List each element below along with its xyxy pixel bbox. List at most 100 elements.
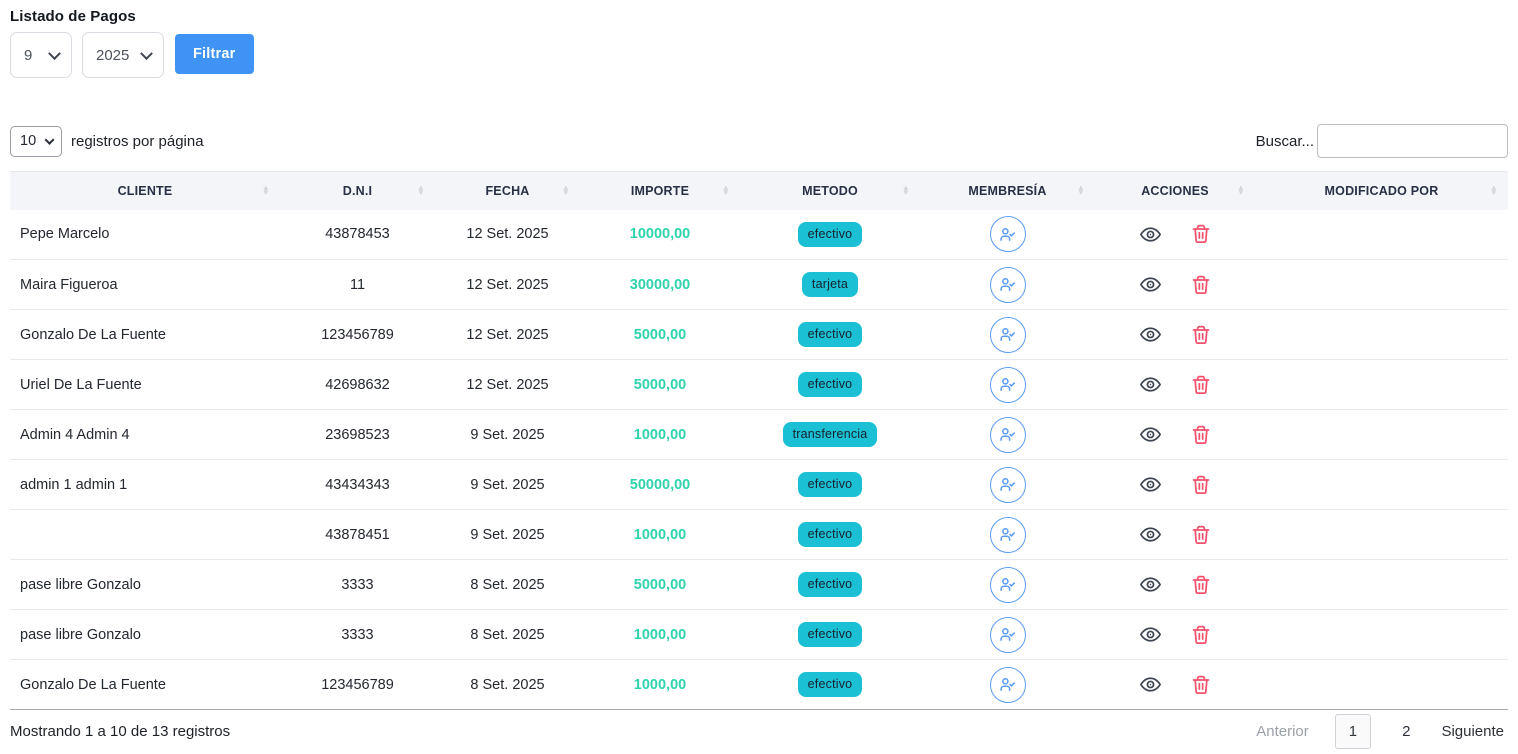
pagination-next[interactable]: Siguiente bbox=[1441, 723, 1504, 740]
table-row: Gonzalo De La Fuente 123456789 12 Set. 2… bbox=[10, 309, 1508, 360]
membership-button[interactable] bbox=[989, 616, 1026, 653]
cell-membresia bbox=[920, 309, 1095, 360]
column-header-label: MODIFICADO POR bbox=[1324, 183, 1439, 198]
cell-cliente bbox=[10, 509, 280, 560]
pagination-previous[interactable]: Anterior bbox=[1256, 723, 1309, 740]
view-button[interactable] bbox=[1139, 573, 1162, 596]
cell-dni: 23698523 bbox=[280, 409, 435, 460]
view-button[interactable] bbox=[1139, 423, 1162, 446]
page-size-group: 10 registros por página bbox=[10, 125, 204, 157]
view-button[interactable] bbox=[1139, 223, 1162, 246]
cell-acciones bbox=[1095, 509, 1255, 560]
trash-icon bbox=[1192, 425, 1209, 444]
pagination-page-1[interactable]: 1 bbox=[1334, 713, 1372, 749]
delete-button[interactable] bbox=[1191, 575, 1211, 595]
user-check-icon bbox=[1000, 227, 1016, 241]
sort-icon[interactable]: ▲ ▼ bbox=[416, 182, 425, 197]
cell-importe: 5000,00 bbox=[580, 559, 740, 610]
column-header-acciones[interactable]: ACCIONES ▲ ▼ bbox=[1095, 172, 1255, 210]
user-check-icon bbox=[1000, 327, 1016, 341]
membership-button[interactable] bbox=[989, 266, 1026, 303]
delete-button[interactable] bbox=[1191, 525, 1211, 545]
cell-importe: 1000,00 bbox=[580, 509, 740, 560]
cell-fecha: 12 Set. 2025 bbox=[435, 359, 580, 410]
view-button[interactable] bbox=[1139, 473, 1162, 496]
column-header-membres-a[interactable]: MEMBRESÍA ▲ ▼ bbox=[920, 172, 1095, 210]
view-button[interactable] bbox=[1139, 523, 1162, 546]
view-button[interactable] bbox=[1139, 273, 1162, 296]
cell-metodo: efectivo bbox=[740, 209, 920, 260]
view-button[interactable] bbox=[1139, 673, 1162, 696]
cell-metodo: transferencia bbox=[740, 409, 920, 460]
month-select[interactable]: 9 bbox=[10, 32, 72, 78]
sort-icon[interactable]: ▲ ▼ bbox=[1236, 182, 1245, 197]
cell-fecha: 9 Set. 2025 bbox=[435, 509, 580, 560]
cell-modificado-por bbox=[1255, 409, 1508, 460]
cell-cliente: pase libre Gonzalo bbox=[10, 609, 280, 660]
cell-cliente: Admin 4 Admin 4 bbox=[10, 409, 280, 460]
trash-icon bbox=[1192, 325, 1209, 344]
column-header-importe[interactable]: IMPORTE ▲ ▼ bbox=[580, 172, 740, 210]
view-button[interactable] bbox=[1139, 323, 1162, 346]
cell-membresia bbox=[920, 509, 1095, 560]
page-size-select[interactable]: 10 bbox=[10, 125, 62, 157]
delete-button[interactable] bbox=[1191, 325, 1211, 345]
delete-button[interactable] bbox=[1191, 425, 1211, 445]
delete-button[interactable] bbox=[1191, 675, 1211, 695]
trash-icon bbox=[1192, 275, 1209, 294]
membership-button[interactable] bbox=[989, 316, 1026, 353]
cell-metodo: efectivo bbox=[740, 359, 920, 410]
metodo-badge: tarjeta bbox=[801, 272, 859, 297]
view-button[interactable] bbox=[1139, 373, 1162, 396]
membership-button[interactable] bbox=[989, 366, 1026, 403]
user-check-icon bbox=[1000, 577, 1016, 591]
eye-icon bbox=[1140, 627, 1162, 642]
membership-button[interactable] bbox=[989, 666, 1026, 703]
column-header-d-n-i[interactable]: D.N.I ▲ ▼ bbox=[280, 172, 435, 210]
cell-dni: 43434343 bbox=[280, 459, 435, 510]
user-check-icon bbox=[1000, 377, 1016, 391]
delete-button[interactable] bbox=[1191, 625, 1211, 645]
sort-icon[interactable]: ▲ ▼ bbox=[1076, 182, 1085, 197]
table-header-row: CLIENTE ▲ ▼ D.N.I ▲ ▼ FECHA ▲ ▼ IMPORTE ▲ ▼ … bbox=[10, 171, 1508, 210]
search-input[interactable] bbox=[1317, 124, 1508, 158]
column-header-fecha[interactable]: FECHA ▲ ▼ bbox=[435, 172, 580, 210]
cell-importe: 5000,00 bbox=[580, 309, 740, 360]
delete-button[interactable] bbox=[1191, 475, 1211, 495]
view-button[interactable] bbox=[1139, 623, 1162, 646]
cell-importe: 1000,00 bbox=[580, 660, 740, 710]
column-header-metodo[interactable]: METODO ▲ ▼ bbox=[740, 172, 920, 210]
membership-button[interactable] bbox=[989, 416, 1026, 453]
column-header-modificado-por[interactable]: MODIFICADO POR ▲ ▼ bbox=[1255, 172, 1508, 210]
sort-icon[interactable]: ▲ ▼ bbox=[721, 182, 730, 197]
eye-icon bbox=[1140, 477, 1162, 492]
cell-membresia bbox=[920, 609, 1095, 660]
sort-icon[interactable]: ▲ ▼ bbox=[261, 182, 270, 197]
delete-button[interactable] bbox=[1191, 275, 1211, 295]
sort-icon[interactable]: ▲ ▼ bbox=[561, 182, 570, 197]
cell-cliente: Gonzalo De La Fuente bbox=[20, 676, 166, 693]
delete-button[interactable] bbox=[1191, 375, 1211, 395]
membership-button[interactable] bbox=[989, 216, 1026, 253]
cell-acciones bbox=[1095, 459, 1255, 510]
year-select[interactable]: 2025 bbox=[82, 32, 164, 78]
membership-button[interactable] bbox=[989, 466, 1026, 503]
pagination-page-2[interactable]: 2 bbox=[1402, 722, 1411, 740]
delete-button[interactable] bbox=[1191, 224, 1211, 244]
membership-button[interactable] bbox=[989, 566, 1026, 603]
cell-acciones bbox=[1095, 609, 1255, 660]
cell-fecha: 12 Set. 2025 bbox=[435, 259, 580, 310]
cell-acciones bbox=[1095, 660, 1255, 710]
filtrar-button[interactable]: Filtrar bbox=[175, 34, 254, 74]
column-header-label: MEMBRESÍA bbox=[968, 183, 1047, 198]
cell-acciones bbox=[1095, 259, 1255, 310]
sort-icon[interactable]: ▲ ▼ bbox=[901, 182, 910, 197]
user-check-icon bbox=[1000, 427, 1016, 441]
eye-icon bbox=[1140, 377, 1162, 392]
membership-button[interactable] bbox=[989, 516, 1026, 553]
list-controls: 10 registros por página Buscar... bbox=[10, 124, 1508, 158]
cell-cliente: Pepe Marcelo bbox=[10, 209, 280, 260]
sort-icon[interactable]: ▲ ▼ bbox=[1489, 182, 1498, 197]
column-header-cliente[interactable]: CLIENTE ▲ ▼ bbox=[10, 172, 280, 210]
cell-membresia bbox=[920, 459, 1095, 510]
